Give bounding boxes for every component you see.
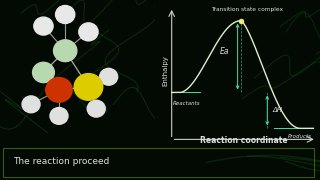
Circle shape (22, 96, 40, 113)
Text: Ea: Ea (220, 47, 229, 56)
Circle shape (87, 100, 105, 117)
Circle shape (33, 62, 54, 83)
Text: Transition state complex: Transition state complex (212, 7, 284, 12)
Text: The reaction proceed: The reaction proceed (13, 157, 109, 166)
Text: Reaction coordinate: Reaction coordinate (200, 136, 288, 145)
Circle shape (56, 6, 75, 23)
Circle shape (79, 23, 98, 41)
Text: ΔH: ΔH (272, 107, 282, 113)
Circle shape (74, 74, 103, 100)
Text: Products: Products (288, 134, 312, 139)
Text: Enthalpy: Enthalpy (162, 55, 168, 86)
Circle shape (50, 107, 68, 124)
Circle shape (34, 17, 53, 35)
Circle shape (53, 40, 77, 62)
Circle shape (100, 68, 118, 85)
Circle shape (46, 78, 72, 102)
Text: Reactants: Reactants (173, 101, 200, 106)
